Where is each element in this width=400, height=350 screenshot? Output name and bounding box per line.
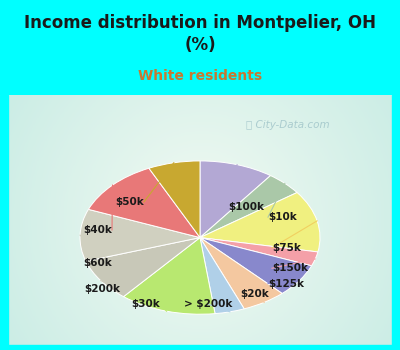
Wedge shape (88, 168, 200, 238)
Text: $200k: $200k (84, 284, 120, 294)
Text: $125k: $125k (268, 279, 304, 288)
Wedge shape (200, 238, 312, 293)
Text: $30k: $30k (131, 299, 160, 309)
Wedge shape (86, 238, 200, 297)
Bar (0, 94, 8, 350)
Text: White residents: White residents (138, 69, 262, 83)
Text: $100k: $100k (228, 202, 264, 212)
Text: > $200k: > $200k (184, 299, 232, 309)
Text: $75k: $75k (272, 243, 301, 253)
Wedge shape (200, 193, 320, 252)
Text: $20k: $20k (240, 289, 269, 299)
Bar (0, 345, 400, 350)
Wedge shape (200, 176, 297, 238)
Text: $40k: $40k (83, 225, 112, 235)
Bar (392, 94, 400, 350)
Wedge shape (200, 238, 318, 266)
Text: $50k: $50k (115, 197, 144, 207)
Wedge shape (200, 238, 282, 309)
Wedge shape (200, 238, 244, 314)
Text: $150k: $150k (272, 263, 308, 273)
Wedge shape (149, 161, 200, 238)
Wedge shape (124, 238, 215, 314)
Text: Income distribution in Montpelier, OH
(%): Income distribution in Montpelier, OH (%… (24, 14, 376, 54)
Wedge shape (80, 209, 200, 261)
Wedge shape (200, 161, 270, 238)
Text: $60k: $60k (83, 258, 112, 268)
Text: ⓘ City-Data.com: ⓘ City-Data.com (246, 120, 330, 130)
Text: $10k: $10k (268, 212, 297, 222)
